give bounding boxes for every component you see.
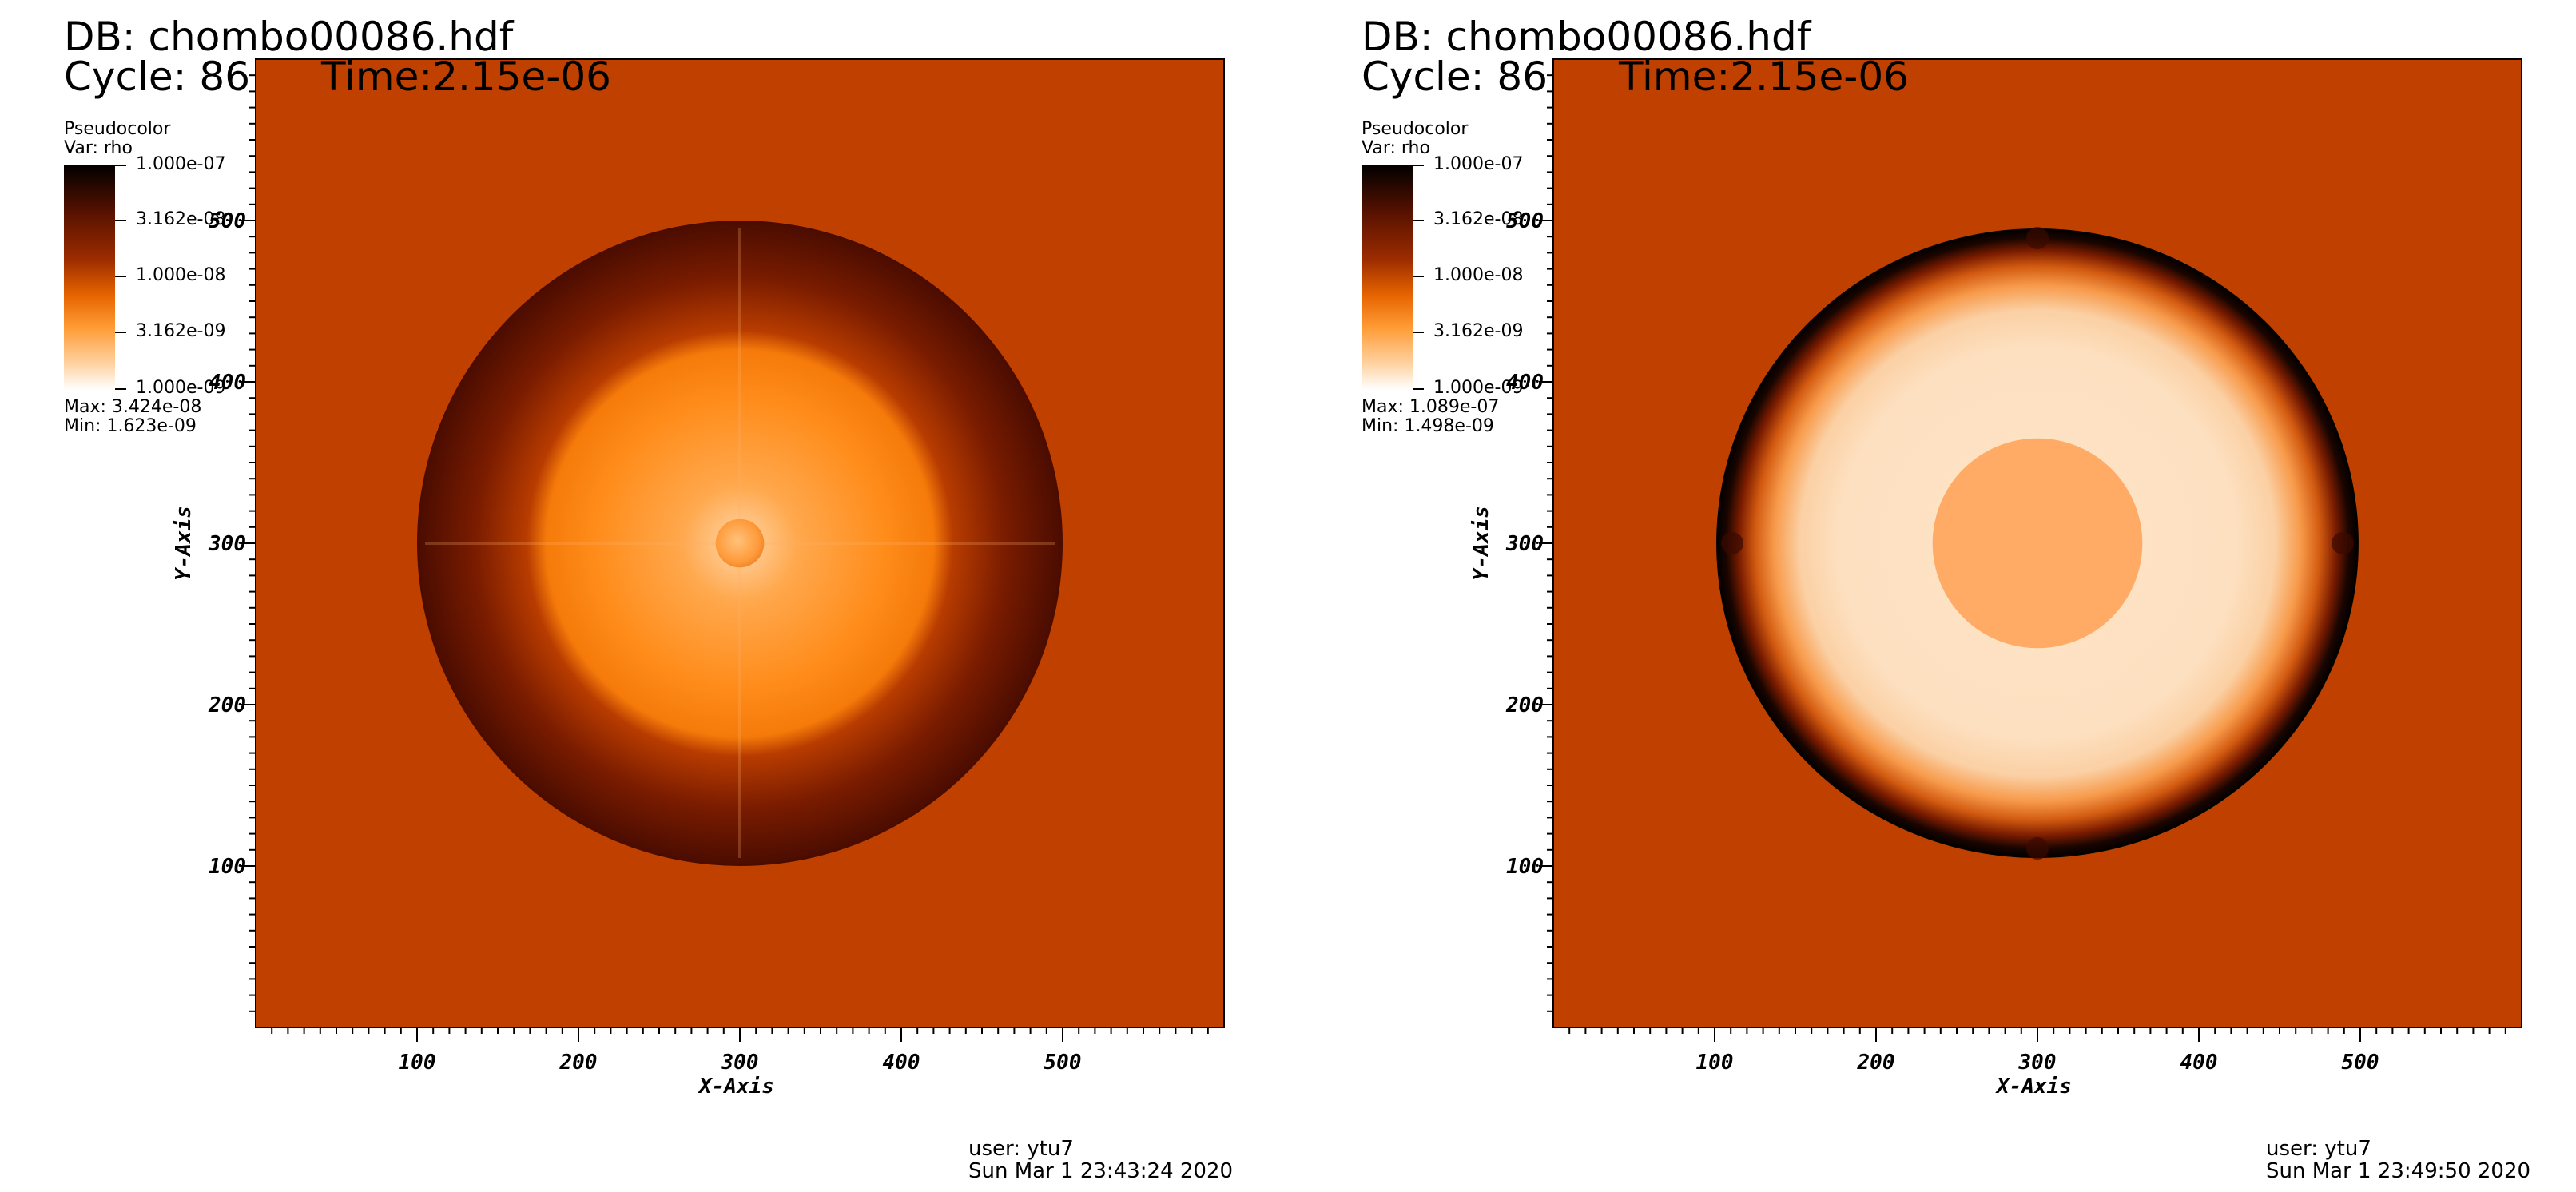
colorbar-tick-label: 3.162e-08 [1433,209,1524,229]
y-tick-label: 200 [1505,693,1544,717]
y-tick-label: 200 [208,693,246,717]
x-axis-title: X-Axis [698,1075,774,1099]
cycle-label: Cycle: 86 [1362,54,1548,100]
db-title: DB: chombo00086.hdf [1362,14,1811,60]
x-tick-label: 100 [1696,1051,1734,1075]
colorbar-tick [1413,276,1424,277]
heatmap-plot-right: 100 200 300 400 500 100 200 300 400 500 X-Axis Y-Ax… [1469,58,2522,1099]
colorbar-tick-label: 1.000e-08 [1433,265,1524,285]
date-label: Sun Mar 1 23:49:50 2020 [2266,1159,2531,1183]
x-tick-label: 200 [559,1051,598,1075]
user-label: user: ytu7 [968,1137,1074,1161]
y-axis-title: Y-Axis [1469,506,1493,581]
colorbar-tick-label: 1.000e-09 [136,378,226,398]
legend-title: Pseudocolor [64,119,171,139]
y-tick-label: 100 [209,855,246,879]
colorbar-tick [115,220,126,221]
y-tick-label: 500 [209,209,246,233]
x-tick-label: 400 [2180,1051,2218,1075]
cycle-label: Cycle: 86 [64,54,251,100]
x-axis-title: X-Axis [1995,1075,2072,1099]
y-tick-label: 300 [1505,532,1544,556]
plot-window-left: 100 200 300 400 500 100 200 300 400 500 X-Axis Y-Ax… [64,14,1234,1183]
x-tick-label: 400 [883,1051,920,1075]
y-tick-label: 300 [208,532,246,556]
legend-min: Min: 1.623e-09 [64,416,197,436]
legend-title: Pseudocolor [1362,119,1469,139]
legend-variable: Var: rho [1362,138,1430,158]
colorbar-tick [1413,388,1424,390]
plot-window-right: 100 200 300 400 500 100 200 300 400 500 X-Axis Y-Ax… [1298,0,2576,1192]
x-tick-label: 500 [1044,1051,1082,1075]
x-tick-label: 100 [399,1051,436,1075]
colorbar-tick-label: 3.162e-09 [136,321,226,341]
heatmap-plot-left: 100 200 300 400 500 100 200 300 400 500 X-Axis Y-Ax… [172,58,1225,1099]
time-label: Time:2.15e-06 [1619,54,1909,100]
colorbar-tick-label: 1.000e-07 [136,154,226,174]
colorbar-tick-label: 1.000e-09 [1433,378,1524,398]
x-tick-label: 200 [1857,1051,1895,1075]
y-tick-label: 400 [1506,371,1544,395]
legend-min: Min: 1.498e-09 [1362,416,1494,436]
colorbar-tick [115,165,126,166]
date-label: Sun Mar 1 23:43:24 2020 [968,1159,1234,1183]
colorbar [64,165,115,390]
colorbar-tick-label: 1.000e-08 [136,265,226,285]
legend-variable: Var: rho [64,138,133,158]
x-tick-label: 300 [721,1051,759,1075]
colorbar-tick-label: 1.000e-07 [1433,154,1524,174]
y-tick-label: 400 [209,371,246,395]
user-label: user: ytu7 [2266,1137,2371,1161]
colorbar-tick [115,276,126,277]
colorbar-tick [1413,332,1424,333]
db-title: DB: chombo00086.hdf [64,14,514,60]
instability-knot [2332,532,2355,554]
y-axis-title: Y-Axis [172,506,196,581]
central-disk [1932,438,2143,649]
colorbar-tick [1413,220,1424,221]
instability-knot [1720,532,1743,554]
legend-max: Max: 3.424e-08 [64,397,202,417]
colorbar-tick [115,332,126,333]
colorbar-tick-label: 3.162e-09 [1433,321,1524,341]
time-label: Time:2.15e-06 [321,54,611,100]
x-tick-label: 500 [2342,1051,2379,1075]
colorbar-tick-label: 3.162e-08 [136,209,226,229]
x-tick-label: 300 [2018,1051,2057,1075]
colorbar [1362,165,1413,390]
central-blob [715,519,765,568]
y-tick-label: 500 [1506,209,1544,233]
legend-max: Max: 1.089e-07 [1362,397,1500,417]
instability-knot [2026,226,2049,249]
colorbar-tick [115,388,126,390]
instability-knot [2026,837,2049,860]
y-tick-label: 100 [1506,855,1544,879]
colorbar-tick [1413,165,1424,166]
